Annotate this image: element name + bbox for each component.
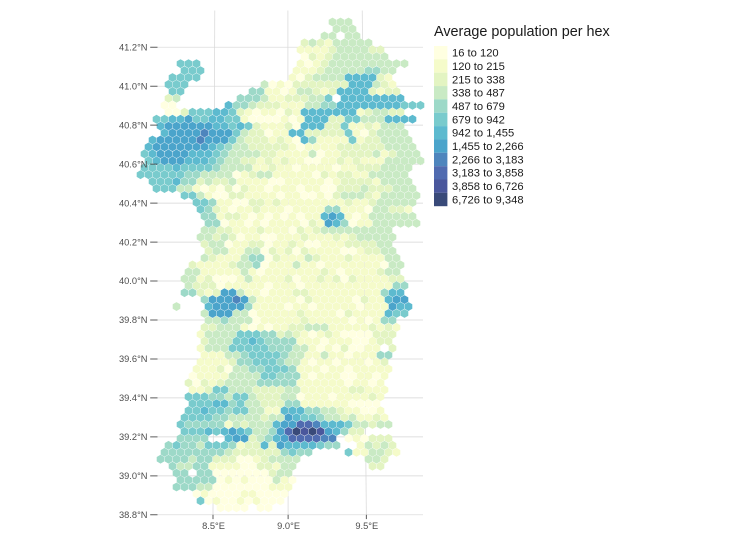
- svg-text:8.5°E: 8.5°E: [202, 521, 225, 531]
- svg-text:1,455 to 2,266: 1,455 to 2,266: [452, 141, 524, 153]
- svg-text:40.4°N: 40.4°N: [119, 198, 148, 208]
- svg-text:41.2°N: 41.2°N: [119, 42, 148, 52]
- svg-text:16 to 120: 16 to 120: [452, 48, 499, 60]
- svg-text:9.0°E: 9.0°E: [277, 521, 300, 531]
- svg-text:120 to 215: 120 to 215: [452, 61, 505, 73]
- svg-text:39.4°N: 39.4°N: [119, 393, 148, 403]
- svg-text:39.8°N: 39.8°N: [119, 315, 148, 325]
- svg-text:39.2°N: 39.2°N: [119, 432, 148, 442]
- svg-text:215 to 338: 215 to 338: [452, 74, 505, 86]
- svg-text:38.8°N: 38.8°N: [119, 510, 148, 520]
- svg-text:338 to 487: 338 to 487: [452, 88, 505, 100]
- svg-text:40.0°N: 40.0°N: [119, 276, 148, 286]
- svg-text:3,183 to 3,858: 3,183 to 3,858: [452, 168, 524, 180]
- svg-text:40.6°N: 40.6°N: [119, 159, 148, 169]
- svg-text:9.5°E: 9.5°E: [355, 521, 378, 531]
- svg-text:41.0°N: 41.0°N: [119, 81, 148, 91]
- svg-text:39.6°N: 39.6°N: [119, 354, 148, 364]
- svg-text:679 to 942: 679 to 942: [452, 114, 505, 126]
- svg-text:39.0°N: 39.0°N: [119, 471, 148, 481]
- svg-text:40.2°N: 40.2°N: [119, 237, 148, 247]
- svg-text:942 to 1,455: 942 to 1,455: [452, 128, 514, 140]
- svg-text:2,266 to 3,183: 2,266 to 3,183: [452, 154, 524, 166]
- svg-text:Average population per hex: Average population per hex: [434, 24, 611, 40]
- svg-text:40.8°N: 40.8°N: [119, 120, 148, 130]
- svg-text:487 to 679: 487 to 679: [452, 101, 505, 113]
- svg-text:3,858 to 6,726: 3,858 to 6,726: [452, 181, 524, 193]
- svg-text:6,726 to 9,348: 6,726 to 9,348: [452, 194, 524, 206]
